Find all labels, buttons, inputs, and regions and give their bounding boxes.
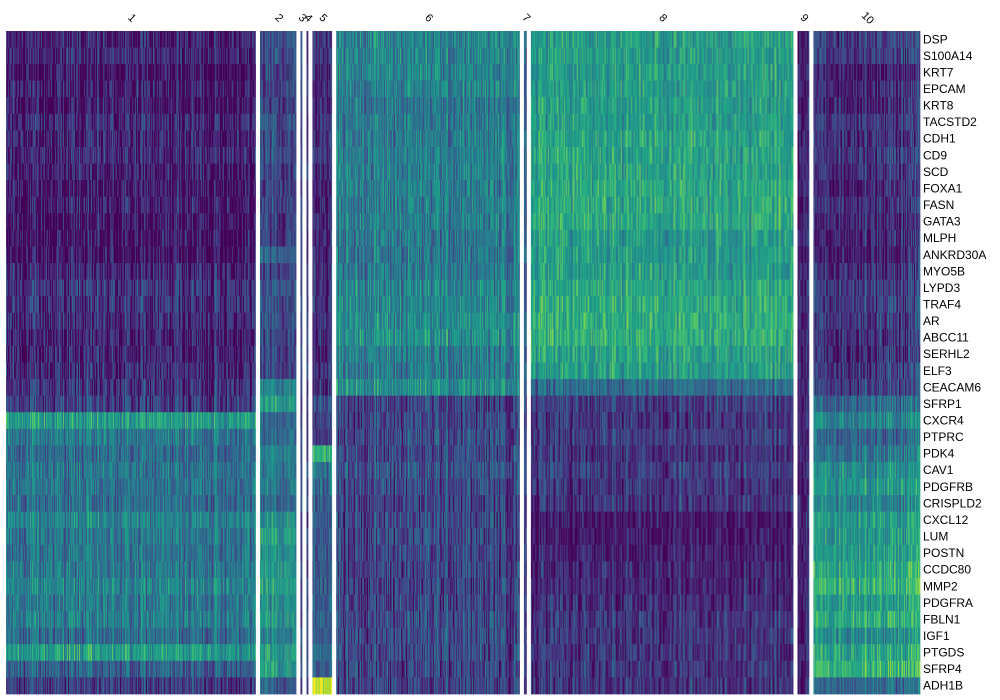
heatmap-row-S100A14-cluster-1 [6,48,256,65]
heatmap-row-KRT8-cluster-1 [6,97,256,114]
heatmap-row-CD9-cluster-1 [6,147,256,164]
heatmap-row-FOXA1-cluster-1 [6,180,256,197]
heatmap-row-SCD-cluster-1 [6,164,256,181]
heatmap-row-FASN-cluster-1 [6,197,256,214]
heatmap-row-EPCAM-cluster-1 [6,81,256,98]
heatmap-row-TACSTD2-cluster-1 [6,114,256,131]
heatmap-row-KRT7-cluster-1 [6,64,256,81]
cluster-block-1 [6,31,256,694]
heatmap-cells [6,31,920,694]
expression-heatmap: 1 2 34 5 6 7 8 9 10 DSPS100A14KRT7EPCAMKRT8TACST… [0,0,1000,700]
heatmap-row-CDH1-cluster-1 [6,130,256,147]
heatmap-row-DSP-cluster-1 [6,31,256,48]
